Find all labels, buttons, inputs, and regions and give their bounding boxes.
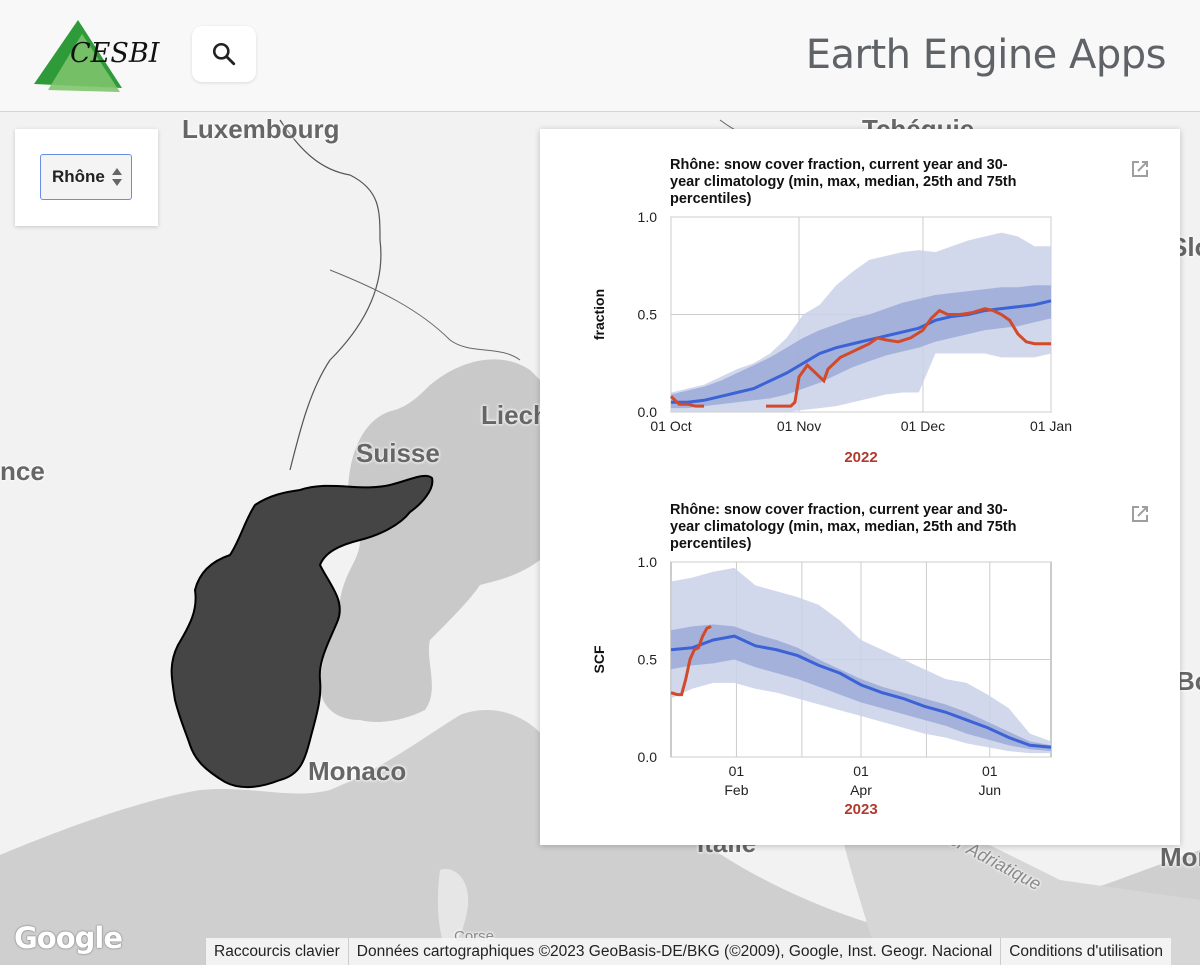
corsica-island bbox=[437, 869, 469, 949]
x-tick-label: 01 Dec bbox=[901, 418, 945, 434]
chart-title-line: percentiles) bbox=[670, 191, 752, 207]
year-label: 2022 bbox=[844, 449, 877, 466]
y-tick-label: 0.0 bbox=[638, 749, 658, 765]
minmax-band bbox=[671, 567, 1051, 754]
y-tick-label: 0.5 bbox=[638, 652, 658, 668]
rhone-basin[interactable] bbox=[170, 474, 434, 788]
x-tick-sublabel: Feb bbox=[724, 782, 748, 798]
app-title[interactable]: Earth Engine Apps bbox=[805, 32, 1167, 78]
x-tick-label: 01 bbox=[982, 763, 998, 779]
year-label: 2023 bbox=[844, 801, 877, 818]
chart-title-line: Rhône: snow cover fraction, current year… bbox=[670, 502, 1008, 518]
open-in-new-icon[interactable] bbox=[1128, 157, 1152, 181]
cesbio-logo[interactable]: CESBIO bbox=[30, 14, 160, 94]
map-label-suisse: Suisse bbox=[356, 438, 440, 468]
map-label-liech: Liech bbox=[481, 400, 549, 430]
map-label-bo: Bo bbox=[1176, 666, 1200, 696]
map-label-france: nce bbox=[0, 456, 45, 486]
map-label-luxembourg: Luxembourg bbox=[182, 114, 340, 144]
percentile-band bbox=[671, 624, 1051, 752]
search-icon bbox=[212, 42, 236, 66]
google-logo[interactable]: Google bbox=[14, 921, 123, 955]
y-tick-label: 1.0 bbox=[638, 554, 658, 570]
chart-current-season: Rhône: snow cover fraction, current year… bbox=[591, 157, 1072, 466]
chart-panel: Rhône: snow cover fraction, current year… bbox=[540, 129, 1180, 845]
x-tick-label: 01 Jan bbox=[1030, 418, 1072, 434]
y-tick-label: 0.5 bbox=[638, 307, 658, 323]
x-tick-label: 01 bbox=[853, 763, 869, 779]
current-year-line bbox=[669, 395, 705, 408]
map-label-monaco: Monaco bbox=[308, 756, 407, 786]
y-axis-label: fraction bbox=[591, 289, 607, 340]
logo-triangle-front bbox=[48, 34, 120, 92]
x-tick-label: 01 bbox=[729, 763, 745, 779]
terms-link[interactable]: Conditions d'utilisation bbox=[1000, 938, 1171, 965]
y-axis-label: SCF bbox=[591, 645, 607, 673]
x-tick-sublabel: Jun bbox=[978, 782, 1001, 798]
open-in-new-icon[interactable] bbox=[1128, 502, 1152, 526]
attribution-bar: Raccourcis clavier Données cartographiqu… bbox=[205, 938, 1171, 965]
current-year-line bbox=[766, 307, 1051, 408]
border-line bbox=[329, 269, 521, 361]
chart-title-line: percentiles) bbox=[670, 536, 752, 552]
logo-text: CESBIO bbox=[70, 38, 160, 69]
current-year-line bbox=[670, 624, 712, 697]
search-button[interactable] bbox=[192, 26, 256, 82]
x-tick-label: 01 Nov bbox=[777, 418, 821, 434]
map-data-attribution: Données cartographiques ©2023 GeoBasis-D… bbox=[347, 938, 1001, 965]
x-tick-sublabel: Apr bbox=[850, 782, 872, 798]
app-header: CESBIO Earth Engine Apps bbox=[0, 0, 1200, 112]
y-tick-label: 1.0 bbox=[638, 209, 658, 225]
basin-select[interactable]: Rhône bbox=[40, 154, 132, 200]
chart-title-line: year climatology (min, max, median, 25th… bbox=[670, 519, 1017, 535]
select-updown-icon bbox=[112, 168, 122, 186]
basin-selector-panel: Rhône bbox=[15, 129, 158, 226]
keyboard-shortcuts-link[interactable]: Raccourcis clavier bbox=[205, 938, 348, 965]
map-label-mon: Mon bbox=[1160, 842, 1200, 872]
median-line bbox=[670, 634, 1052, 749]
alpine-region bbox=[319, 359, 540, 722]
x-tick-label: 01 Oct bbox=[650, 418, 691, 434]
border-france-east bbox=[279, 119, 382, 471]
chart-title-line: Rhône: snow cover fraction, current year… bbox=[670, 157, 1008, 173]
chart-next-season: Rhône: snow cover fraction, current year… bbox=[591, 502, 1052, 818]
basin-select-value: Rhône bbox=[52, 167, 105, 186]
y-tick-label: 0.0 bbox=[638, 404, 658, 420]
chart-title-line: year climatology (min, max, median, 25th… bbox=[670, 174, 1017, 190]
